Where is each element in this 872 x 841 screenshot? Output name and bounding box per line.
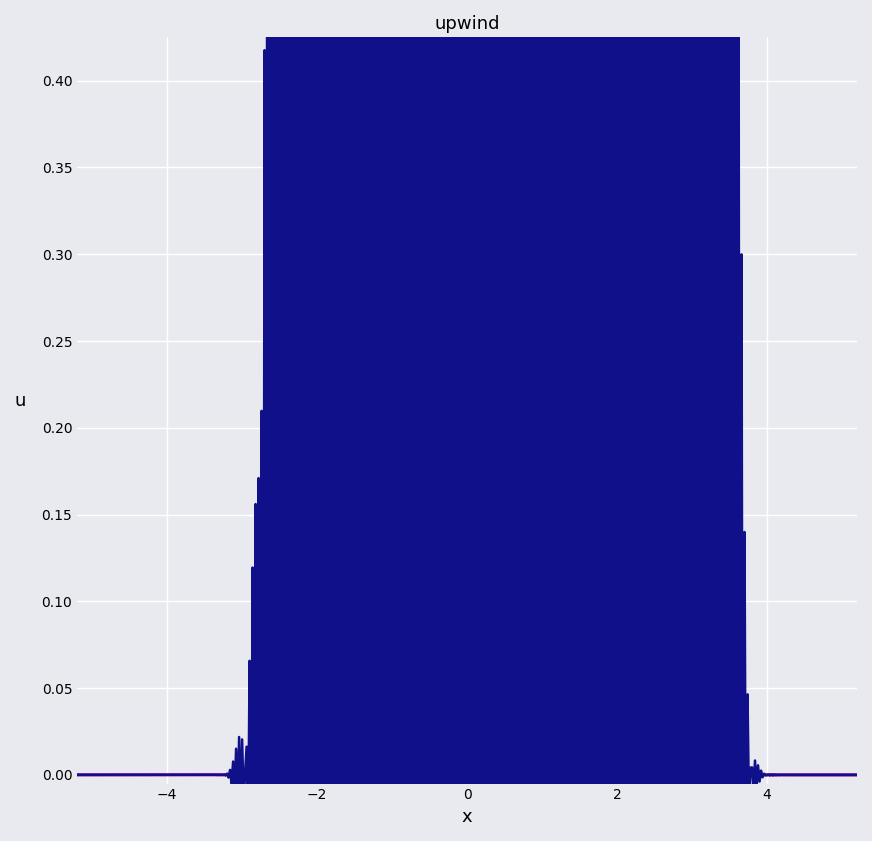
Title: upwind: upwind [434,15,500,33]
X-axis label: x: x [462,808,473,826]
Y-axis label: u: u [15,393,26,410]
